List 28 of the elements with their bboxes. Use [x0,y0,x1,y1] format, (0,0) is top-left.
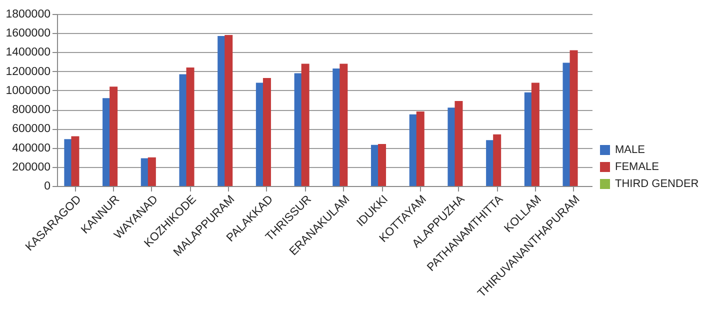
bar [224,35,233,186]
legend-label: FEMALE [615,161,660,173]
bar [148,157,156,186]
y-tick-label: 1000000 [6,84,50,97]
bar [340,64,348,186]
y-tick-label: 1200000 [6,66,50,78]
y-tick-label: 600000 [12,123,50,136]
bar [262,78,271,186]
y-tick-label: 800000 [12,104,50,116]
bar [71,136,80,186]
bar [493,134,502,186]
y-tick-label: 400000 [12,142,50,154]
y-tick-label: 1600000 [6,28,50,40]
legend-label: MALE [615,144,645,156]
bar [378,144,386,186]
legend-label: THIRD GENDER [615,178,699,190]
bar [570,50,578,186]
bar [301,64,310,186]
y-tick-label: 200000 [12,161,50,174]
y-tick-label: 1400000 [6,46,50,59]
bar [110,86,118,186]
y-tick-label: 1800000 [6,8,50,20]
bar [531,82,540,186]
bar [179,74,188,186]
bar [416,111,424,186]
bar [186,68,194,186]
bar [454,100,463,186]
y-tick-label: 0 [44,180,50,192]
